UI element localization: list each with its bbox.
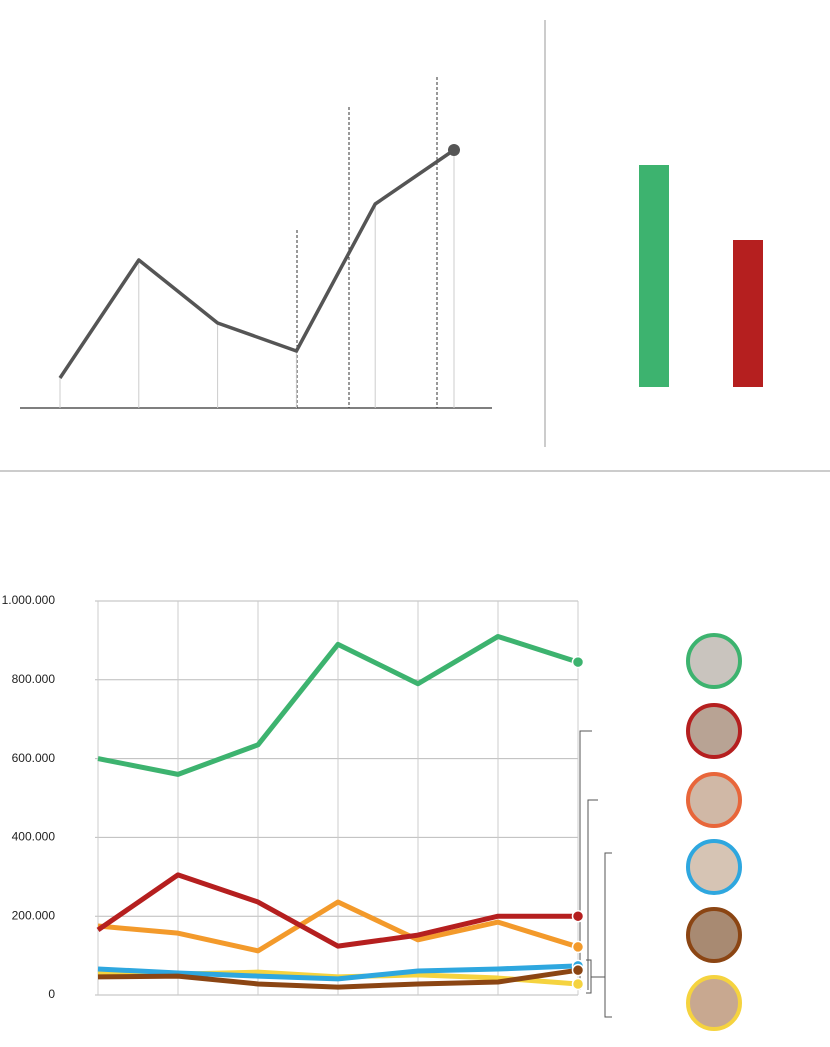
series-line bbox=[97, 963, 579, 982]
end-dot bbox=[571, 909, 585, 923]
portrait bbox=[686, 975, 742, 1031]
portrait bbox=[686, 633, 742, 689]
series-line bbox=[58, 148, 455, 379]
portrait bbox=[686, 907, 742, 963]
y-tick-label: 0 bbox=[48, 987, 55, 1001]
bracket bbox=[604, 852, 612, 1018]
bar bbox=[639, 165, 669, 387]
y-tick-label: 800.000 bbox=[12, 672, 56, 686]
series-line bbox=[97, 967, 579, 990]
series-line bbox=[97, 899, 579, 954]
brackets bbox=[579, 730, 612, 1018]
portrait bbox=[686, 772, 742, 828]
series-line bbox=[96, 872, 578, 949]
bar bbox=[733, 240, 763, 387]
y-tick-label: 600.000 bbox=[12, 751, 56, 765]
y-tick-label: 200.000 bbox=[12, 908, 56, 922]
series-line bbox=[97, 633, 579, 777]
end-dot bbox=[571, 963, 585, 977]
bracket bbox=[587, 799, 598, 990]
y-tick-label: 400.000 bbox=[12, 830, 56, 844]
bracket bbox=[579, 730, 592, 990]
end-dot bbox=[571, 940, 585, 954]
end-dot bbox=[571, 977, 585, 991]
end-dot bbox=[571, 655, 585, 669]
portrait bbox=[686, 703, 742, 759]
y-tick-label: 1.000.000 bbox=[2, 593, 56, 607]
end-dot bbox=[448, 144, 460, 156]
bracket bbox=[586, 959, 605, 994]
portrait bbox=[686, 839, 742, 895]
portraits bbox=[686, 633, 742, 1031]
